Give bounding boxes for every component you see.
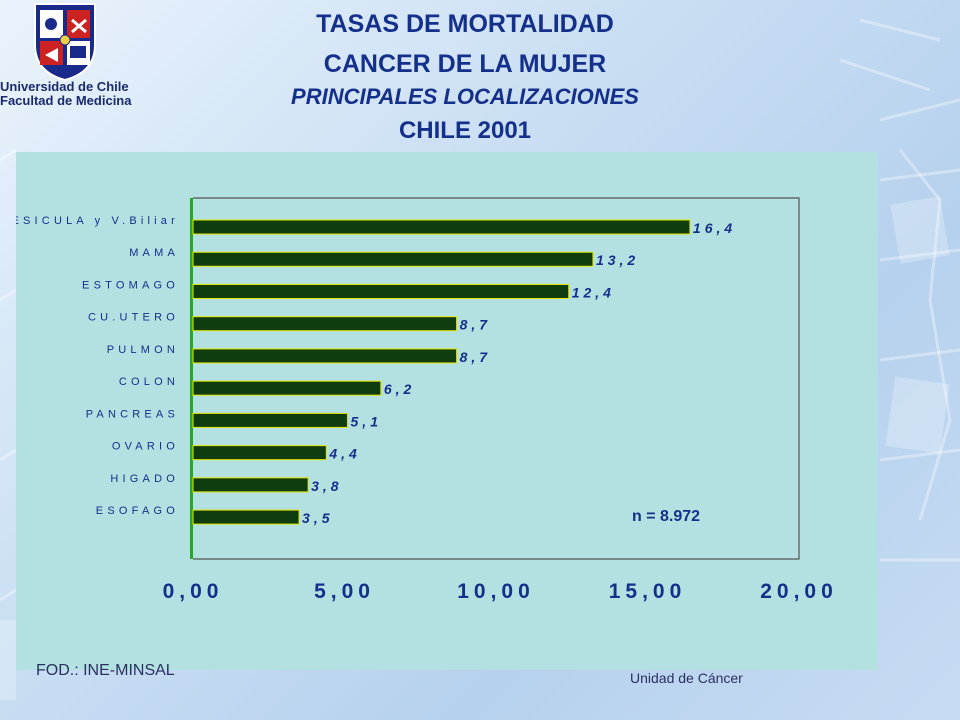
page-title-line4: CHILE 2001 [398, 117, 532, 144]
plot-frame [193, 197, 800, 560]
faculty-name: Facultad de Medicina [0, 93, 132, 108]
value-label: 8,7 [460, 349, 491, 365]
x-tick-label: 0,00 [163, 580, 224, 603]
x-tick-label: 5,00 [314, 580, 375, 603]
value-label: 13,2 [596, 252, 639, 268]
category-label: COLON [119, 376, 179, 388]
bar-pulmon [192, 348, 458, 364]
page-title-line1: TASAS DE MORTALIDAD [316, 10, 614, 38]
bar-mama [192, 251, 594, 267]
category-label: PANCREAS [86, 408, 179, 420]
value-label: 5,1 [351, 413, 382, 429]
category-label: VESICULA y V.Biliar [16, 215, 179, 227]
category-label: PULMON [107, 344, 179, 356]
x-tick-label: 20,00 [760, 580, 838, 603]
bar-higado [192, 477, 309, 493]
source-note: FOD.: INE-MINSAL [36, 662, 175, 679]
value-label: 16,4 [693, 220, 736, 236]
chart-annotation: n = 8.972 [632, 508, 700, 525]
page-title-line3: PRINCIPALES LOCALIZACIONES [291, 84, 639, 109]
bar-ovario [192, 445, 327, 461]
bar-vesicula-y-v-biliar [192, 219, 691, 235]
value-label: 8,7 [460, 317, 491, 333]
bar-estomago [192, 283, 570, 299]
x-tick-label: 10,00 [457, 580, 535, 603]
value-label: 6,2 [384, 381, 415, 397]
bar-esofago [192, 509, 300, 525]
bar-pancreas [192, 412, 349, 428]
value-label: 4,4 [328, 446, 360, 462]
category-label: OVARIO [112, 441, 179, 453]
bar-colon [192, 380, 382, 396]
y-axis-line [190, 198, 193, 559]
bar-chart: VESICULA y V.Biliar MAMA ESTOMAGO CU.UTERO P… [16, 197, 838, 603]
value-label: 3,5 [302, 510, 333, 526]
category-label: ESOFAGO [96, 505, 179, 517]
value-label: 3,8 [311, 478, 342, 494]
university-crest-icon [34, 3, 96, 82]
x-tick-label: 15,00 [609, 580, 687, 603]
chart-panel [16, 152, 878, 670]
category-label: CU.UTERO [88, 312, 179, 324]
category-label: HIGADO [110, 473, 179, 485]
university-name: Universidad de Chile [0, 79, 129, 94]
bar-cu-utero [192, 316, 458, 332]
category-label: ESTOMAGO [82, 279, 179, 291]
unit-note: Unidad de Cáncer [630, 670, 743, 686]
value-label: 12,4 [572, 284, 615, 300]
page-title-line2: CANCER DE LA MUJER [323, 50, 607, 78]
category-label: MAMA [129, 247, 179, 259]
